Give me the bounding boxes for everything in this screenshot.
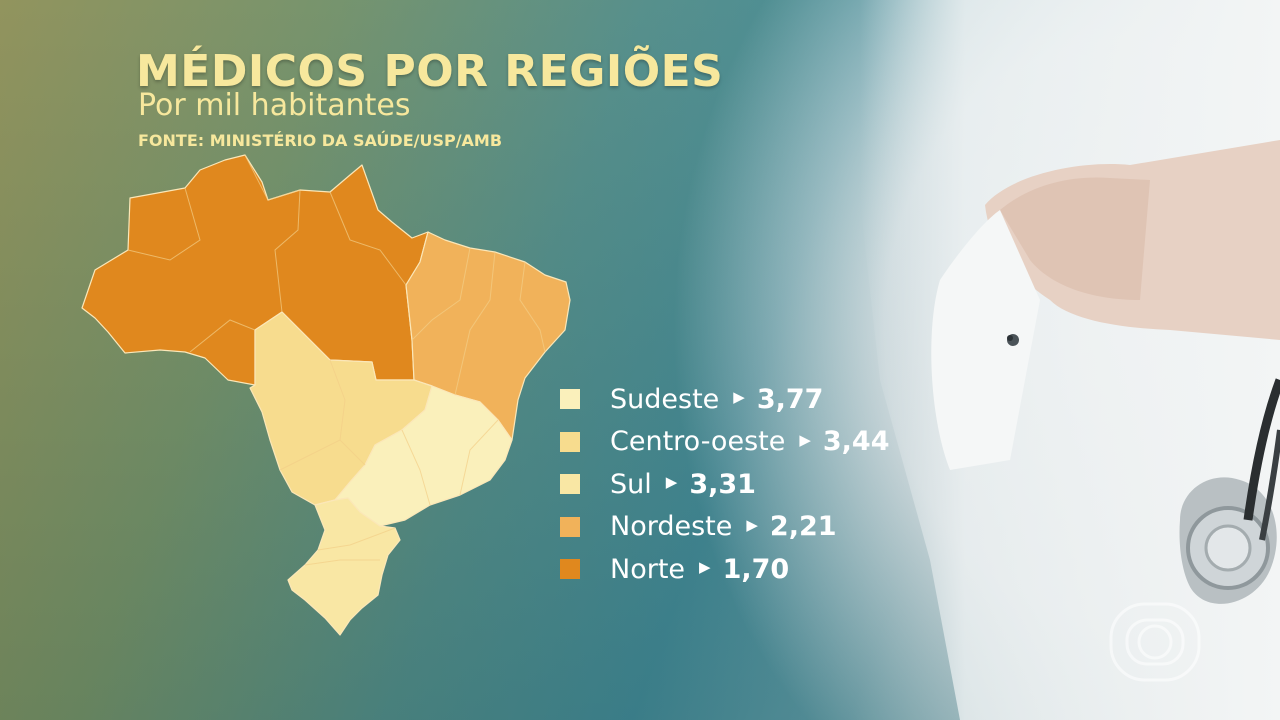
map-region-nordeste xyxy=(405,231,571,441)
map-region-sudeste xyxy=(334,385,513,527)
legend-value: 2,21 xyxy=(769,511,837,543)
triangle-right-icon: ▶ xyxy=(665,473,678,492)
triangle-right-icon: ▶ xyxy=(799,430,811,449)
legend: Sudeste ▶ 3,77 Centro-oeste ▶ 3,44 Sul ▶… xyxy=(560,378,890,591)
legend-swatch xyxy=(560,516,580,537)
legend-value: 3,31 xyxy=(689,468,756,500)
legend-swatch xyxy=(560,474,580,495)
legend-swatch xyxy=(560,559,580,580)
legend-label: Nordeste xyxy=(610,511,733,543)
globo-logo-watermark xyxy=(1109,602,1201,682)
chart-source: FONTE: MINISTÉRIO DA SAÚDE/USP/AMB xyxy=(138,131,503,150)
legend-label: Sul xyxy=(610,468,652,500)
legend-value: 3,44 xyxy=(822,426,890,458)
legend-swatch xyxy=(560,431,580,452)
legend-item-centro-oeste: Centro-oeste ▶ 3,44 xyxy=(560,421,890,464)
legend-swatch xyxy=(560,389,580,410)
legend-value: 3,77 xyxy=(756,383,824,415)
legend-item-nordeste: Nordeste ▶ 2,21 xyxy=(560,506,890,549)
chart-subtitle: Por mil habitantes xyxy=(138,88,411,123)
map-region-sul xyxy=(287,497,401,636)
legend-value: 1,70 xyxy=(722,553,790,585)
legend-label: Sudeste xyxy=(610,383,720,415)
chart-title: MÉDICOS POR REGIÕES xyxy=(136,46,724,97)
triangle-right-icon: ▶ xyxy=(746,515,758,534)
legend-item-norte: Norte ▶ 1,70 xyxy=(560,548,890,591)
legend-label: Norte xyxy=(610,553,686,585)
legend-item-sudeste: Sudeste ▶ 3,77 xyxy=(560,378,890,421)
triangle-right-icon: ▶ xyxy=(699,558,711,577)
legend-label: Centro-oeste xyxy=(610,426,786,458)
legend-item-sul: Sul ▶ 3,31 xyxy=(560,463,890,506)
triangle-right-icon: ▶ xyxy=(733,388,745,407)
